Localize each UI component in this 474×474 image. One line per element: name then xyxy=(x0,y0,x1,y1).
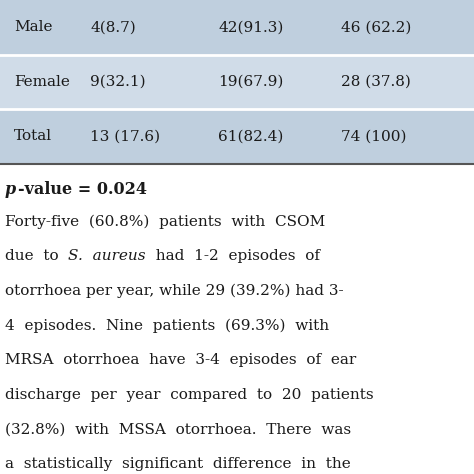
Text: 42(91.3): 42(91.3) xyxy=(218,20,283,34)
Text: -value = 0.024: -value = 0.024 xyxy=(18,181,147,198)
Text: due  to: due to xyxy=(5,249,68,264)
Text: p: p xyxy=(5,181,16,198)
Text: 4(8.7): 4(8.7) xyxy=(90,20,136,34)
Text: Female: Female xyxy=(14,75,70,89)
Text: had  1-2  episodes  of: had 1-2 episodes of xyxy=(146,249,320,264)
Text: 74 (100): 74 (100) xyxy=(341,129,407,143)
Text: 4  episodes.  Nine  patients  (69.3%)  with: 4 episodes. Nine patients (69.3%) with xyxy=(5,319,329,333)
Text: discharge  per  year  compared  to  20  patients: discharge per year compared to 20 patien… xyxy=(5,388,374,402)
Text: 9(32.1): 9(32.1) xyxy=(90,75,146,89)
Text: Forty-five  (60.8%)  patients  with  CSOM: Forty-five (60.8%) patients with CSOM xyxy=(5,215,325,229)
Text: 46 (62.2): 46 (62.2) xyxy=(341,20,411,34)
Text: MRSA  otorrhoea  have  3-4  episodes  of  ear: MRSA otorrhoea have 3-4 episodes of ear xyxy=(5,353,356,367)
Text: S.  aureus: S. aureus xyxy=(68,249,146,264)
Text: 61(82.4): 61(82.4) xyxy=(218,129,283,143)
Bar xyxy=(0,0,474,55)
Text: a  statistically  significant  difference  in  the: a statistically significant difference i… xyxy=(5,457,350,471)
Bar xyxy=(0,109,474,164)
Text: otorrhoea per year, while 29 (39.2%) had 3-: otorrhoea per year, while 29 (39.2%) had… xyxy=(5,284,343,298)
Text: 19(67.9): 19(67.9) xyxy=(218,75,283,89)
Text: 28 (37.8): 28 (37.8) xyxy=(341,75,411,89)
Text: 13 (17.6): 13 (17.6) xyxy=(90,129,160,143)
Text: Total: Total xyxy=(14,129,52,143)
Bar xyxy=(0,55,474,109)
Text: Male: Male xyxy=(14,20,53,34)
Text: (32.8%)  with  MSSA  otorrhoea.  There  was: (32.8%) with MSSA otorrhoea. There was xyxy=(5,422,351,437)
